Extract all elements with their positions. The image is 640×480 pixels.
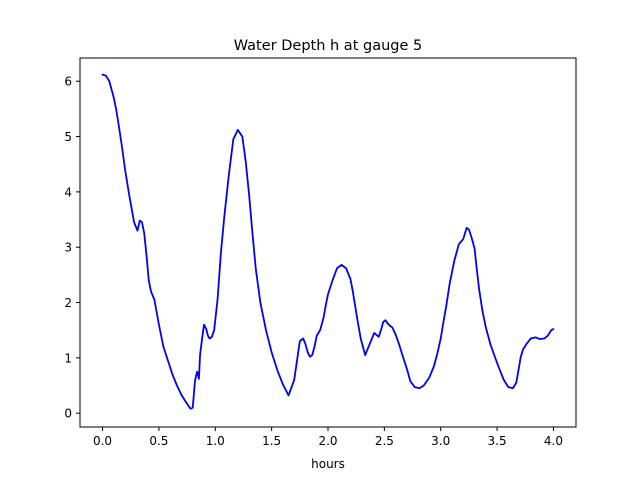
y-tick-label: 2 [64,296,72,310]
y-tick-label: 4 [64,185,72,199]
x-tick-label: 1.0 [206,434,225,448]
y-tick-label: 0 [64,407,72,421]
x-tick-label: 0.0 [93,434,112,448]
y-tick-label: 5 [64,130,72,144]
y-tick-label: 6 [64,75,72,89]
chart-title: Water Depth h at gauge 5 [234,38,422,54]
x-tick-label: 2.5 [375,434,394,448]
x-tick-label: 0.5 [149,434,168,448]
x-tick-label: 4.0 [544,434,563,448]
y-tick-label: 3 [64,241,72,255]
x-axis-ticks: 0.0 0.5 1.0 1.5 2.0 2.5 3.0 3.5 4.0 [93,427,563,448]
x-tick-label: 3.5 [488,434,507,448]
x-tick-label: 2.0 [318,434,337,448]
x-tick-label: 3.0 [431,434,450,448]
x-tick-label: 1.5 [262,434,281,448]
y-tick-label: 1 [64,351,72,365]
x-axis-label: hours [311,457,345,471]
series-line-0 [101,73,555,410]
y-axis-ticks: 0 1 2 3 4 5 6 [64,75,80,421]
